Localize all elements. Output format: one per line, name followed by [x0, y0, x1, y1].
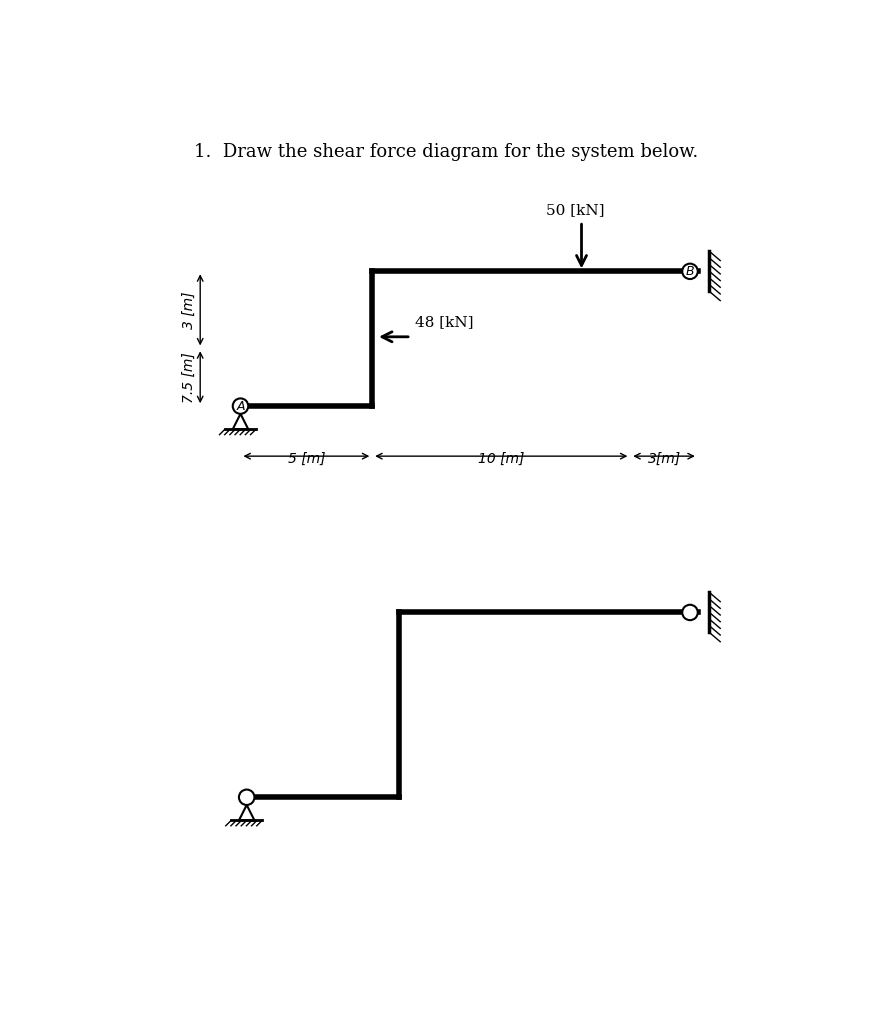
Text: 5 [m]: 5 [m]	[288, 451, 325, 466]
Text: 48 [kN]: 48 [kN]	[415, 315, 473, 329]
Text: 50 [kN]: 50 [kN]	[546, 203, 604, 217]
Circle shape	[233, 398, 248, 414]
Text: B: B	[685, 265, 693, 278]
Text: A: A	[236, 400, 244, 413]
Text: 7.5 [m]: 7.5 [m]	[182, 351, 196, 403]
Circle shape	[681, 605, 697, 620]
Text: 1.  Draw the shear force diagram for the system below.: 1. Draw the shear force diagram for the …	[194, 142, 697, 161]
Text: 10 [m]: 10 [m]	[478, 451, 524, 466]
Circle shape	[239, 790, 254, 805]
Circle shape	[681, 264, 697, 279]
Text: 3 [m]: 3 [m]	[182, 291, 196, 328]
Text: 3[m]: 3[m]	[647, 451, 680, 466]
